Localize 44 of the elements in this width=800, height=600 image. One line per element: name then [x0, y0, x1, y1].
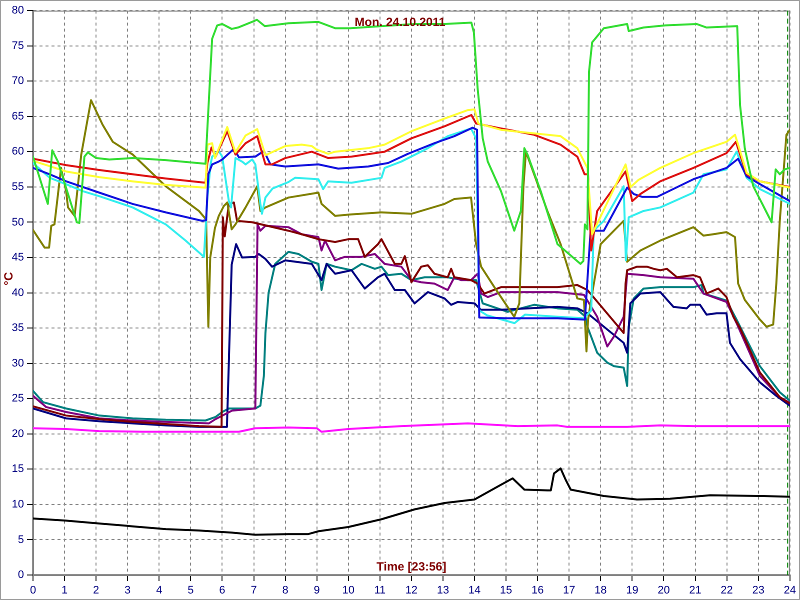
- x-tick-label: 11: [374, 584, 386, 597]
- y-tick-label: 60: [12, 146, 24, 158]
- x-tick-label: 21: [689, 584, 702, 597]
- x-tick-label: 9: [314, 584, 320, 597]
- x-tick-label: 3: [124, 584, 131, 597]
- x-tick-label: 19: [626, 584, 638, 597]
- x-tick-label: 8: [282, 584, 288, 597]
- y-tick-label: 30: [12, 357, 24, 370]
- y-tick-label: 75: [12, 40, 24, 52]
- y-tick-label: 15: [12, 463, 24, 476]
- y-tick-label: 45: [12, 252, 24, 264]
- x-tick-label: 13: [436, 584, 450, 597]
- y-tick-label: 55: [12, 181, 24, 194]
- x-tick-label: 0: [30, 584, 36, 597]
- x-tick-label: 15: [500, 584, 512, 597]
- x-tick-label: 7: [250, 584, 257, 597]
- x-tick-label: 16: [531, 584, 544, 597]
- x-tick-label: 17: [563, 584, 576, 597]
- y-tick-label: 0: [18, 569, 24, 582]
- y-tick-label: 65: [12, 110, 24, 122]
- x-tick-label: 1: [61, 584, 68, 597]
- x-axis-title: Time [23:56]: [376, 559, 446, 574]
- x-tick-label: 4: [156, 584, 162, 597]
- y-axis-title: °C: [1, 272, 16, 286]
- y-tick-label: 50: [12, 216, 24, 228]
- y-tick-label: 35: [12, 322, 24, 334]
- x-tick-label: 10: [342, 584, 354, 597]
- y-tick-label: 40: [12, 286, 24, 299]
- x-tick-label: 24: [784, 584, 796, 597]
- x-tick-label: 14: [468, 584, 481, 597]
- x-tick-label: 6: [219, 584, 226, 597]
- x-tick-label: 20: [658, 584, 670, 597]
- x-tick-label: 18: [594, 584, 607, 597]
- x-tick-label: 12: [405, 584, 418, 597]
- y-tick-label: 80: [12, 4, 24, 17]
- x-tick-label: 23: [752, 584, 764, 597]
- x-tick-label: 5: [188, 584, 194, 597]
- x-tick-label: 2: [93, 584, 100, 597]
- y-tick-label: 25: [12, 392, 24, 405]
- y-tick-label: 70: [12, 75, 24, 88]
- y-tick-label: 5: [18, 534, 24, 546]
- y-tick-label: 10: [12, 498, 24, 510]
- y-tick-label: 20: [12, 428, 24, 440]
- x-tick-label: 22: [720, 584, 733, 597]
